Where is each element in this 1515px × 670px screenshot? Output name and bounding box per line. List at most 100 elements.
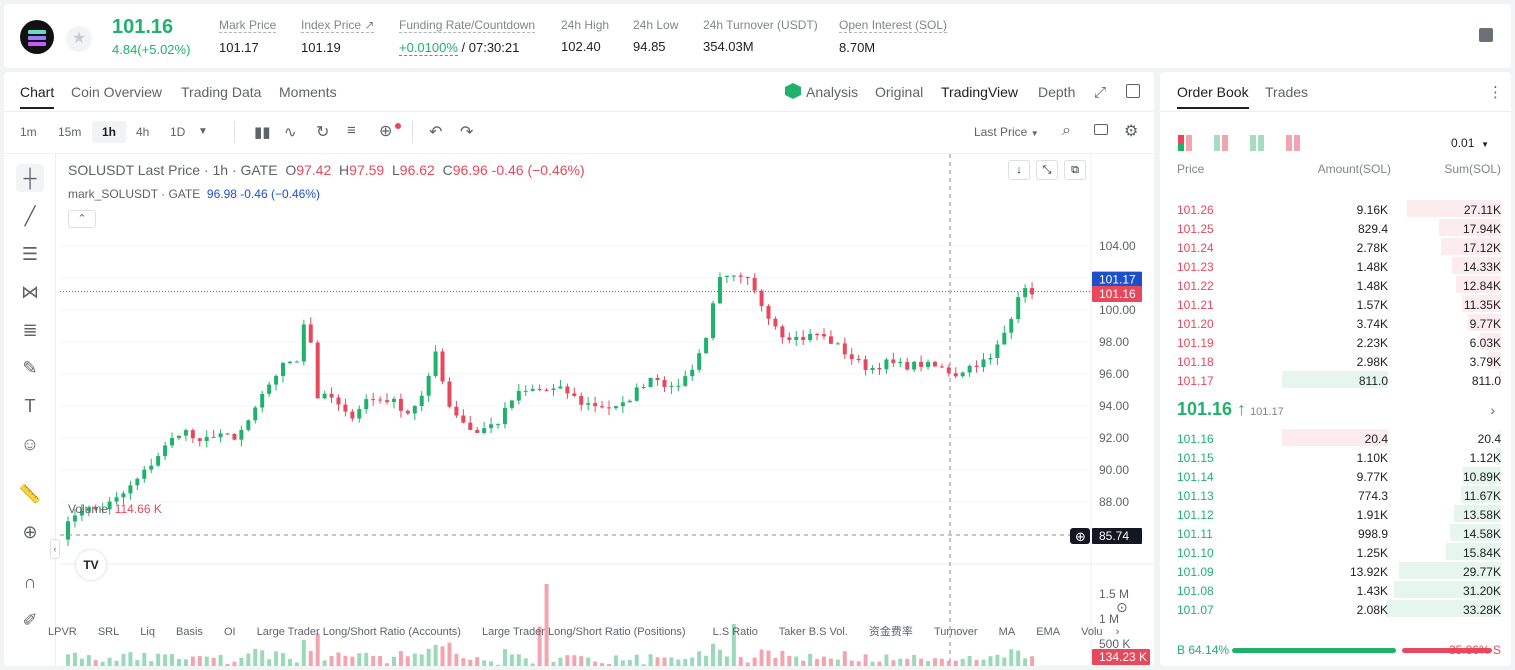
indicators-icon[interactable]: ∿ — [284, 124, 297, 141]
row-amount: 2.23K — [1356, 336, 1388, 350]
depth-bar — [1441, 238, 1501, 255]
indicator-ma[interactable]: MA — [998, 626, 1016, 638]
price-source-select[interactable]: Last Price ▼ — [974, 125, 1039, 139]
ask-row[interactable]: 101.17 811.0 811.0 — [1160, 371, 1511, 390]
view-bids-icon[interactable] — [1250, 135, 1264, 151]
view-both-icon[interactable] — [1178, 135, 1192, 151]
indicator-funding-rate[interactable]: 资金费率 — [868, 626, 913, 638]
indicator-oi[interactable]: OI — [224, 626, 236, 638]
ask-row[interactable]: 101.21 1.57K 11.35K — [1160, 295, 1511, 314]
timeframe-4h[interactable]: 4h — [136, 125, 150, 139]
indicator-turnover[interactable]: Turnover — [933, 626, 978, 638]
bid-row[interactable]: 101.12 1.91K 13.58K — [1160, 505, 1511, 524]
indicator-taker-bs[interactable]: Taker B.S Vol. — [778, 626, 848, 638]
templates-icon[interactable]: ≡ — [347, 122, 356, 139]
add-indicator-icon[interactable]: ⊕ — [379, 123, 393, 140]
bid-row[interactable]: 101.15 1.10K 1.12K — [1160, 448, 1511, 467]
chevron-right-icon[interactable]: › — [1115, 626, 1120, 638]
ruler-icon[interactable]: 📏 — [18, 484, 42, 504]
bid-row[interactable]: 101.11 998.9 14.58K — [1160, 524, 1511, 543]
bid-row[interactable]: 101.09 13.92K 29.77K — [1160, 562, 1511, 581]
indicator-basis[interactable]: Basis — [176, 626, 203, 638]
timeframe-1h[interactable]: 1h — [92, 121, 127, 143]
analysis-ai-icon[interactable] — [785, 83, 801, 99]
ask-row[interactable]: 101.26 9.16K 27.11K — [1160, 200, 1511, 219]
horizontal-lines-icon[interactable]: ☰ — [21, 244, 39, 264]
lock-drawing-icon[interactable]: ✐ — [22, 610, 38, 630]
undo-icon[interactable]: ↶ — [429, 124, 443, 141]
volume-bar — [704, 655, 709, 666]
indicator-liq[interactable]: Liq — [140, 626, 155, 638]
guide-book-icon[interactable] — [1479, 28, 1493, 42]
ask-row[interactable]: 101.19 2.23K 6.03K — [1160, 333, 1511, 352]
timeframe-15m[interactable]: 15m — [58, 125, 82, 139]
ask-row[interactable]: 101.23 1.48K 14.33K — [1160, 257, 1511, 276]
volume-bar — [461, 658, 466, 666]
timeframe-dropdown-icon[interactable]: ▼ — [198, 126, 208, 137]
candle-type-icon[interactable]: ▮▮ — [254, 124, 271, 141]
ask-row[interactable]: 101.18 2.98K 3.79K — [1160, 352, 1511, 371]
indicator-lpvr[interactable]: LPVR — [48, 626, 77, 638]
candle-body — [926, 361, 931, 367]
emoji-icon[interactable]: ☺ — [20, 434, 40, 454]
collapse-pane-button[interactable]: ⤡ — [1036, 160, 1058, 180]
tab-trades[interactable]: Trades — [1265, 84, 1309, 100]
view-analysis[interactable]: Analysis — [806, 84, 859, 100]
bid-row[interactable]: 101.08 1.43K 31.20K — [1160, 581, 1511, 600]
view-depth[interactable]: Depth — [1038, 84, 1076, 100]
settings-gear-icon[interactable]: ⚙ — [1124, 123, 1139, 140]
view-asks-icon[interactable] — [1214, 135, 1228, 151]
bid-row[interactable]: 101.10 1.25K 15.84K — [1160, 543, 1511, 562]
tab-trading-data[interactable]: Trading Data — [181, 84, 262, 100]
camera-icon[interactable] — [1094, 124, 1108, 135]
redo-icon[interactable]: ↷ — [460, 124, 474, 141]
fib-icon[interactable]: ≣ — [22, 320, 38, 340]
price-axis-label: 96.00 — [1099, 367, 1129, 381]
trend-line-icon[interactable]: ╱ — [24, 206, 36, 226]
indicator-volume[interactable]: Volu — [1081, 626, 1103, 638]
indicator-srl[interactable]: SRL — [97, 626, 120, 638]
price-chart[interactable]: 104.00102.00100.0098.0096.0094.0092.0090… — [4, 154, 1154, 666]
more-vertical-icon[interactable]: ⋮ — [1488, 84, 1503, 101]
indicator-ltlsr-positions[interactable]: Large Trader Long/Short Ratio (Positions… — [481, 626, 686, 638]
text-tool-icon[interactable]: T — [24, 396, 36, 416]
bid-row[interactable]: 101.13 774.3 11.67K — [1160, 486, 1511, 505]
maximize-pane-button[interactable]: ⧉ — [1064, 160, 1086, 180]
chart-settings-icon[interactable]: ⊙ — [1116, 599, 1128, 615]
refresh-icon[interactable]: ↻ — [316, 124, 330, 141]
brush-icon[interactable]: ✎ — [22, 358, 38, 378]
tab-order-book[interactable]: Order Book — [1177, 84, 1249, 109]
view-tradingview[interactable]: TradingView — [941, 84, 1019, 100]
tab-coin-overview[interactable]: Coin Overview — [71, 84, 163, 100]
crosshair-icon[interactable]: ┼ — [16, 164, 44, 192]
timeframe-1d[interactable]: 1D — [170, 125, 186, 139]
indicator-ema[interactable]: EMA — [1036, 626, 1061, 638]
legend-collapse-button[interactable]: ⌃ — [68, 210, 96, 228]
pattern-icon[interactable]: ⋈ — [21, 282, 39, 302]
bid-row[interactable]: 101.16 20.4 20.4 — [1160, 429, 1511, 448]
search-icon[interactable]: ⌕ — [1062, 122, 1071, 139]
zoom-in-icon[interactable]: ⊕ — [22, 522, 38, 542]
chevron-right-icon[interactable]: › — [1490, 402, 1495, 418]
ask-row[interactable]: 101.25 829.4 17.94K — [1160, 219, 1511, 238]
bid-row[interactable]: 101.14 9.77K 10.89K — [1160, 467, 1511, 486]
view-sells-icon[interactable] — [1286, 135, 1300, 151]
indicator-ltlsr-accounts[interactable]: Large Trader Long/Short Ratio (Accounts) — [256, 626, 461, 638]
favorite-star-icon[interactable]: ★ — [66, 26, 92, 52]
precision-select[interactable]: 0.01 ▼ — [1451, 136, 1489, 150]
fullscreen-icon[interactable] — [1126, 84, 1140, 98]
ask-row[interactable]: 101.24 2.78K 17.12K — [1160, 238, 1511, 257]
bid-row[interactable]: 101.07 2.08K 33.28K — [1160, 600, 1511, 619]
scroll-down-button[interactable]: ↓ — [1008, 160, 1030, 180]
view-original[interactable]: Original — [875, 84, 924, 100]
indicator-ls-ratio[interactable]: L.S Ratio — [712, 626, 758, 638]
stat-index-price[interactable]: Index Price ↗ 101.19 — [301, 18, 375, 55]
expand-icon[interactable]: ⤢ — [1094, 84, 1107, 101]
tab-moments[interactable]: Moments — [279, 84, 337, 100]
collapse-toolbar-icon[interactable]: ‹ — [50, 539, 60, 559]
ask-row[interactable]: 101.22 1.48K 12.84K — [1160, 276, 1511, 295]
magnet-icon[interactable]: ∩ — [23, 572, 37, 592]
ask-row[interactable]: 101.20 3.74K 9.77K — [1160, 314, 1511, 333]
timeframe-1m[interactable]: 1m — [20, 125, 37, 139]
tab-chart[interactable]: Chart — [20, 84, 55, 109]
